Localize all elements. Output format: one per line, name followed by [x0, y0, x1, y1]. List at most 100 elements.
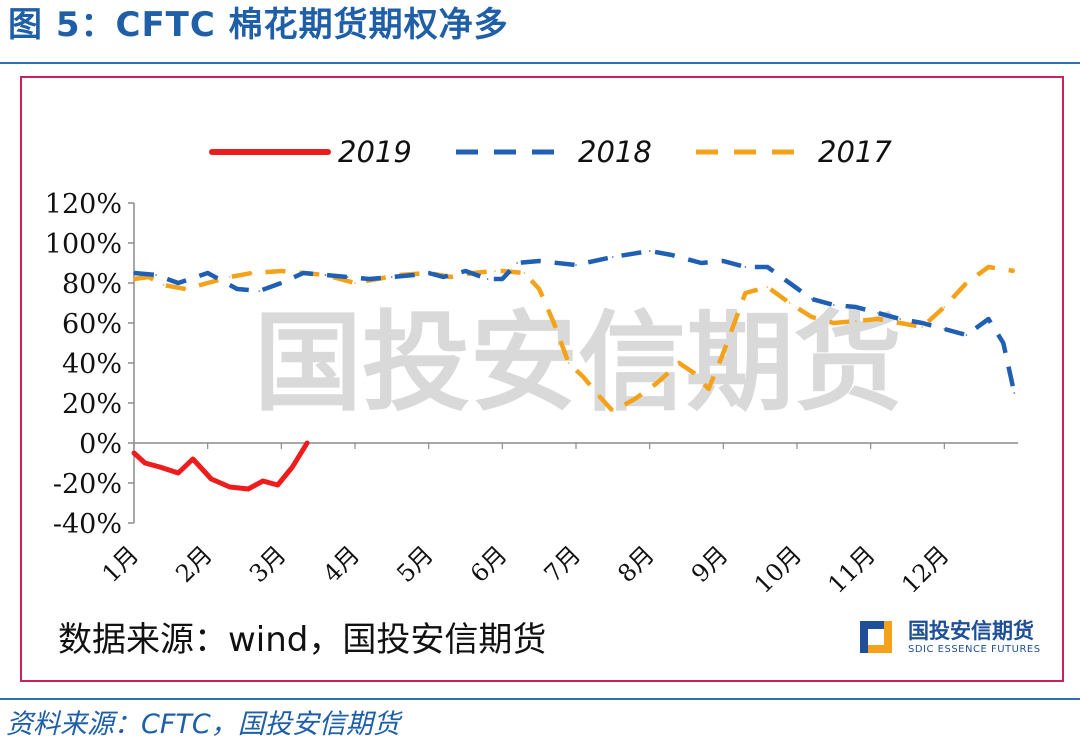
data-point-2018	[368, 278, 371, 280]
legend-label-2019: 2019	[338, 135, 412, 169]
data-point-2018	[155, 274, 157, 276]
data-point-2017	[582, 376, 585, 378]
data-point-2018	[133, 272, 135, 274]
data-point-2019	[262, 480, 264, 482]
data-point-2017	[707, 388, 710, 390]
x-tick-label: 8月	[612, 540, 660, 588]
data-point-2017	[538, 288, 540, 290]
data-point-2018	[855, 306, 857, 308]
data-point-2018	[744, 266, 747, 268]
data-point-2018	[1002, 342, 1005, 344]
data-point-2018	[722, 260, 725, 262]
data-point-2019	[276, 484, 279, 486]
data-point-2017	[1013, 270, 1016, 272]
data-point-2019	[144, 462, 146, 464]
y-tick-label: 20%	[62, 389, 122, 420]
data-point-2017	[450, 276, 452, 278]
data-point-2018	[700, 262, 702, 264]
logo-name-cn: 国投安信期货	[908, 619, 1034, 643]
data-point-2018	[486, 278, 489, 280]
data-point-2018	[413, 274, 415, 276]
data-point-2019	[229, 486, 231, 488]
data-point-2017	[987, 266, 990, 268]
data-point-2018	[516, 262, 518, 264]
data-point-2017	[899, 322, 901, 324]
data-point-2017	[184, 288, 187, 290]
series-layer	[131, 248, 1017, 492]
figure-title: 图 5：CFTC 棉花期货期权净多	[8, 5, 509, 45]
data-point-2018	[648, 250, 651, 252]
data-point-2017	[567, 362, 570, 364]
data-point-2017	[833, 322, 835, 324]
x-tick-label: 6月	[465, 540, 513, 588]
logo-name-en: SDIC ESSENCE FUTURES	[908, 644, 1041, 655]
x-tick-label: 1月	[97, 540, 145, 588]
y-tick-label: -20%	[53, 469, 122, 500]
data-point-2017	[133, 278, 135, 280]
series-line-2017	[133, 264, 1015, 414]
data-point-2017	[612, 410, 614, 412]
data-point-2017	[744, 292, 747, 294]
data-point-2017	[678, 362, 680, 364]
data-point-2017	[943, 306, 946, 308]
title-rule	[0, 62, 1080, 64]
data-point-2017	[523, 272, 526, 274]
data-point-2017	[656, 382, 658, 384]
data-point-2018	[965, 334, 968, 336]
series-line-2018	[133, 248, 1017, 394]
data-point-2018	[258, 290, 261, 292]
data-point-2017	[965, 282, 968, 284]
x-tick-label: 5月	[391, 540, 439, 588]
data-point-2018	[833, 304, 835, 306]
x-tick-label: 3月	[244, 540, 292, 588]
y-tick-label: 60%	[62, 309, 122, 340]
data-point-2018	[788, 282, 791, 284]
data-point-2018	[346, 276, 349, 278]
data-point-2018	[280, 282, 283, 284]
legend-label-2018: 2018	[578, 135, 652, 169]
y-tick-label: 120%	[45, 189, 122, 220]
data-point-2017	[693, 372, 695, 374]
y-tick-label: 80%	[62, 269, 122, 300]
data-point-2018	[427, 272, 430, 274]
data-point-2017	[553, 322, 555, 324]
data-point-2019	[177, 472, 179, 474]
data-point-2019	[306, 442, 308, 444]
data-point-2017	[229, 276, 231, 278]
data-point-2019	[247, 488, 249, 490]
data-point-2017	[251, 272, 253, 274]
x-tick-label: 7月	[539, 540, 587, 588]
data-point-2017	[206, 282, 209, 284]
data-point-2017	[494, 270, 496, 272]
data-point-2018	[442, 276, 445, 278]
data-point-2018	[899, 318, 901, 320]
data-point-2019	[159, 466, 161, 468]
data-point-2018	[877, 312, 879, 314]
data-point-2017	[354, 282, 356, 284]
company-logo: 国投安信期货 SDIC ESSENCE FUTURES	[856, 615, 1056, 663]
data-point-2017	[162, 284, 165, 286]
data-point-2017	[280, 270, 283, 272]
x-tick-label: 11月	[823, 540, 881, 598]
series-line-2019	[131, 440, 310, 492]
data-point-2018	[302, 272, 305, 274]
chart-legend: 2019 2018 2017	[209, 135, 892, 169]
x-tick-label: 2月	[170, 540, 218, 588]
watermark-text: 国投安信期货	[254, 301, 902, 426]
y-tick-label: 100%	[45, 229, 122, 260]
data-point-2018	[575, 264, 577, 266]
data-point-2018	[671, 254, 673, 256]
data-point-2018	[987, 318, 990, 320]
data-point-2018	[391, 276, 393, 278]
chart-source-note: 数据来源：wind，国投安信期货	[58, 620, 547, 660]
data-point-2017	[921, 326, 923, 328]
data-point-2019	[133, 452, 135, 454]
footer-rule	[0, 698, 1080, 700]
data-point-2018	[921, 322, 923, 324]
data-point-2018	[766, 266, 769, 268]
chart-frame	[20, 76, 1064, 682]
x-tick-label: 10月	[749, 540, 807, 598]
data-point-2017	[766, 286, 769, 288]
data-point-2017	[722, 352, 725, 354]
